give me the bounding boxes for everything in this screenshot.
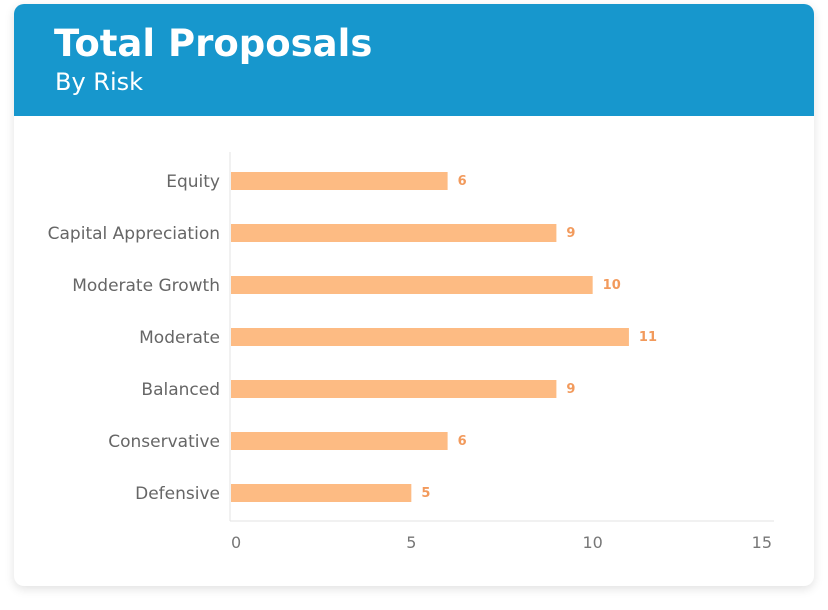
bar [231,328,629,346]
chart-title: Total Proposals [54,22,373,65]
category-label: Capital Appreciation [48,224,220,244]
card-header: Total Proposals By Risk [14,4,814,116]
data-label: 9 [566,226,575,241]
bar [231,224,557,242]
data-label: 6 [458,434,467,449]
data-label: 6 [458,174,467,189]
category-label: Conservative [108,432,220,452]
data-label: 10 [603,278,621,293]
x-tick-label: 15 [752,533,772,552]
bar [231,484,412,502]
bar [231,276,593,294]
category-label: Moderate [139,328,220,348]
category-label: Moderate Growth [72,276,220,296]
category-label: Defensive [135,484,220,504]
data-label: 9 [566,382,575,397]
bar [231,172,448,190]
x-tick-label: 0 [231,533,241,552]
data-label: 5 [421,486,430,501]
x-tick-label: 5 [406,533,416,552]
bar [231,380,557,398]
category-label: Equity [166,172,220,192]
category-label: Balanced [141,380,220,400]
chart-subtitle: By Risk [55,68,144,96]
x-tick-label: 10 [582,533,602,552]
data-label: 11 [639,330,657,345]
chart-card: Total Proposals By Risk [14,4,814,586]
bar [231,432,448,450]
